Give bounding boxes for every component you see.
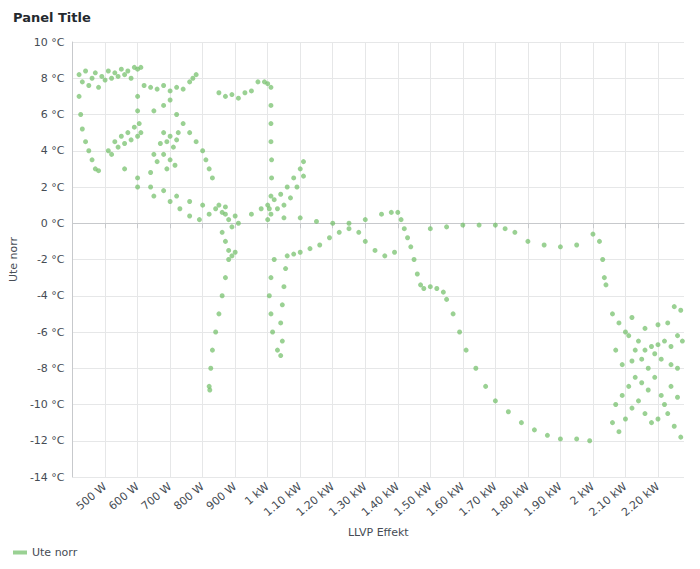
svg-text:-6 °C: -6 °C <box>37 326 65 339</box>
svg-text:600 W: 600 W <box>106 480 142 513</box>
svg-text:1.80 kW: 1.80 kW <box>489 480 533 520</box>
svg-text:-14 °C: -14 °C <box>30 471 65 484</box>
svg-text:-4 °C: -4 °C <box>37 289 65 302</box>
svg-text:900 W: 900 W <box>204 480 240 513</box>
svg-text:10 °C: 10 °C <box>34 36 65 49</box>
svg-text:500 W: 500 W <box>74 480 110 513</box>
svg-text:-8 °C: -8 °C <box>37 362 65 375</box>
svg-text:2.20 kW: 2.20 kW <box>619 480 662 519</box>
svg-text:Ute norr: Ute norr <box>32 546 78 559</box>
svg-text:2 kW: 2 kW <box>567 480 598 508</box>
svg-text:1 kW: 1 kW <box>242 480 272 508</box>
svg-text:1.70 kW: 1.70 kW <box>456 480 500 520</box>
svg-text:-12 °C: -12 °C <box>30 434 65 447</box>
svg-text:1.90 kW: 1.90 kW <box>522 480 565 519</box>
svg-text:1.30 kW: 1.30 kW <box>326 480 370 520</box>
svg-text:1.50 kW: 1.50 kW <box>391 480 435 520</box>
svg-text:1.60 kW: 1.60 kW <box>424 480 467 520</box>
svg-text:-10 °C: -10 °C <box>30 398 65 411</box>
svg-text:-2 °C: -2 °C <box>37 253 65 266</box>
svg-text:4 °C: 4 °C <box>41 144 65 157</box>
svg-text:0 °C: 0 °C <box>41 217 65 230</box>
svg-text:2.10 kW: 2.10 kW <box>586 480 630 520</box>
svg-text:Panel Title: Panel Title <box>13 10 91 25</box>
svg-text:Ute norr: Ute norr <box>7 236 20 282</box>
svg-text:2 °C: 2 °C <box>41 181 65 194</box>
svg-text:1.10 kW: 1.10 kW <box>261 480 305 520</box>
svg-text:6 °C: 6 °C <box>41 108 65 121</box>
svg-text:700 W: 700 W <box>139 480 175 513</box>
svg-text:1.20 kW: 1.20 kW <box>293 480 337 520</box>
svg-text:LLVP Effekt: LLVP Effekt <box>348 526 409 539</box>
svg-text:8 °C: 8 °C <box>41 72 65 85</box>
svg-text:800 W: 800 W <box>171 480 207 513</box>
svg-text:1.40 kW: 1.40 kW <box>358 480 402 520</box>
